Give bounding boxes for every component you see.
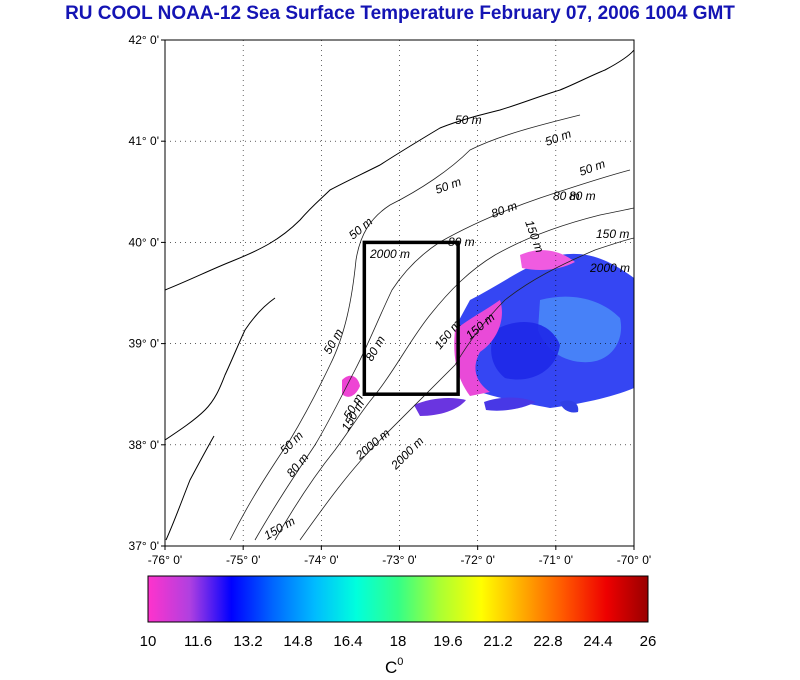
lat-tick-label: 42° 0' — [129, 33, 159, 47]
colorbar-tick-label: 16.4 — [333, 633, 362, 650]
contour-80m — [254, 169, 631, 541]
sst-violet-south — [484, 397, 536, 411]
contour-label: 80 m — [448, 235, 475, 249]
sst-magenta-west — [342, 375, 360, 397]
colorbar-tick-label: 18 — [390, 633, 407, 650]
sst-data-layer — [342, 250, 634, 416]
latitude-tick-labels: 37° 0' 38° 0' 39° 0' 40° 0' 41° 0' 42° 0' — [129, 33, 165, 553]
bathymetry-contours — [229, 114, 634, 541]
contour-label: 2000 m — [589, 261, 630, 275]
contour-50m — [229, 114, 581, 541]
lon-tick-label: -72° 0' — [460, 553, 494, 567]
colorbar-tick-label: 14.8 — [283, 633, 312, 650]
colorbar-tick-label: 10 — [140, 633, 157, 650]
study-area-box — [362, 240, 460, 396]
sst-magenta-edge — [454, 300, 502, 396]
lat-tick-label: 40° 0' — [129, 235, 159, 249]
coastline-south — [165, 297, 276, 441]
lon-tick-label: -73° 0' — [382, 553, 416, 567]
lon-tick-label: -70° 0' — [617, 553, 651, 567]
lon-tick-label: -71° 0' — [539, 553, 573, 567]
sst-warm-patch-blue — [491, 322, 560, 380]
colorbar-tick-label: 24.4 — [583, 633, 612, 650]
sst-blue-southeast — [560, 400, 579, 413]
map-gridlines — [165, 40, 634, 546]
colorbar-tick-label: 22.8 — [533, 633, 562, 650]
contour-label: 80 m — [553, 189, 580, 203]
colorbar-tick-label: 11.6 — [184, 633, 212, 650]
contour-label: 150 m — [596, 227, 629, 241]
contour-150m — [274, 207, 634, 541]
lat-tick-label: 37° 0' — [129, 539, 159, 553]
colorbar-tick-label: 13.2 — [233, 633, 262, 650]
lon-tick-label: -75° 0' — [226, 553, 260, 567]
contour-label: 2000 m — [369, 247, 410, 261]
colorbar-tick-labels: 10 11.6 13.2 14.8 16.4 18 19.6 21.2 22.8 24.4 26 — [140, 633, 657, 650]
longitude-tick-labels: -76° 0' -75° 0' -74° 0' -73° 0' -72° 0' -71° … — [148, 546, 651, 567]
map-title: RU COOL NOAA-12 Sea Surface Temperature … — [65, 3, 735, 24]
contour-2000m — [299, 237, 634, 541]
coastline — [165, 49, 634, 291]
delmarva-coast — [165, 435, 215, 541]
lat-tick-label: 38° 0' — [129, 438, 159, 452]
contour-label: 50 m — [455, 113, 482, 127]
sst-magenta-top — [520, 250, 575, 270]
lon-tick-label: -76° 0' — [148, 553, 182, 567]
colorbar-tick-label: 21.2 — [483, 633, 512, 650]
lat-tick-label: 39° 0' — [129, 337, 159, 351]
contour-label: 80 m — [569, 189, 596, 203]
colorbar — [147, 575, 649, 623]
lon-tick-label: -74° 0' — [304, 553, 338, 567]
colorbar-tick-label: 19.6 — [433, 633, 462, 650]
lat-tick-label: 41° 0' — [129, 134, 159, 148]
colorbar-tick-label: 26 — [640, 633, 657, 650]
sst-magenta-south — [414, 397, 466, 416]
colorbar-unit-label: C0 — [385, 656, 403, 677]
